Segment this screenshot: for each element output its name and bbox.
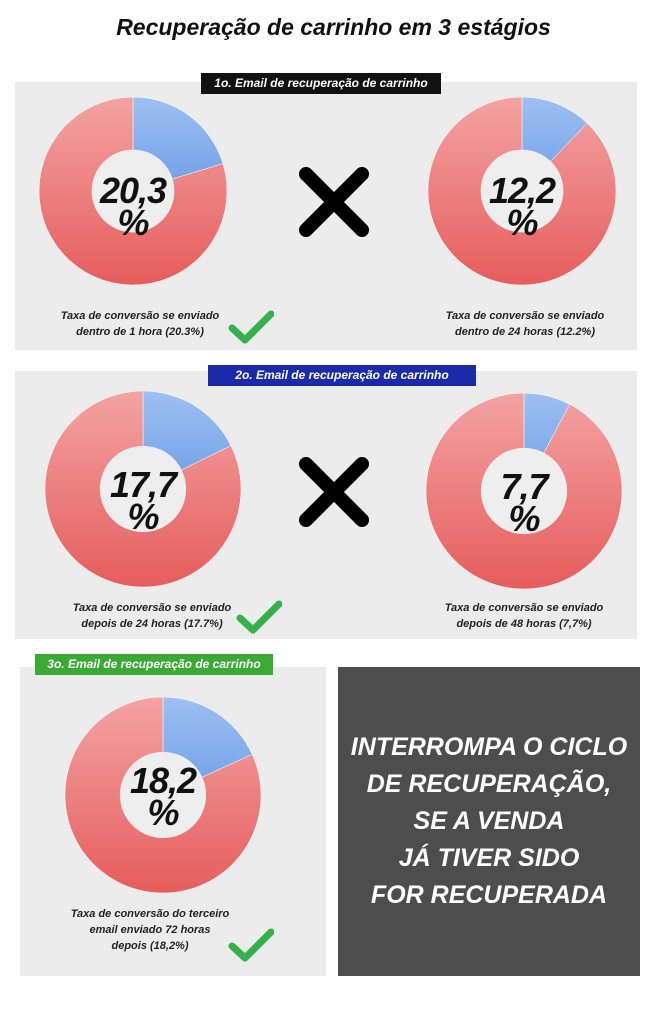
donut-1-number: 20,3 [99,170,167,211]
check-icon [228,928,274,962]
donut-5-unit: % [147,792,179,833]
donut-chart-1 [38,96,228,286]
stage-1-tag: 1o. Email de recuperação de carrinho [201,73,441,94]
donut-hole [99,445,187,533]
caption-line: email enviado 72 horas [89,924,211,936]
stop-line: SE A VENDA [413,807,565,835]
donut-chart-2 [427,96,617,286]
donut-2-number: 12,2 [488,170,556,211]
donut-5-caption: Taxa de conversão do terceiro email envi… [60,906,240,954]
caption-line: Taxa de conversão se enviado [72,602,232,614]
donut-chart-3 [44,390,242,588]
stop-line: JÁ TIVER SIDO [398,844,580,872]
donut-3-caption: Taxa de conversão se enviado depois de 2… [52,600,252,632]
versus-x-icon [299,457,369,527]
donut-2-unit: % [506,202,538,243]
donut-chart-5 [64,696,262,894]
donut-1-value: 20,3 % [83,170,183,243]
stage-3-tag: 3o. Email de recuperação de carrinho [35,654,273,675]
donut-4-number: 7,7 [500,466,548,507]
donut-3-value: 17,7 % [93,464,193,537]
page-title: Recuperação de carrinho em 3 estágios [116,14,551,40]
check-icon [236,600,282,634]
stop-recovery-box: INTERROMPA O CICLO DE RECUPERAÇÃO, SE A … [338,667,640,976]
donut-4-caption: Taxa de conversão se enviado depois de 4… [424,600,624,632]
donut-2-value: 12,2 % [472,170,572,243]
caption-line: Taxa de conversão do terceiro [70,908,230,920]
versus-x-icon [299,167,369,237]
donut-chart-4 [425,392,623,590]
caption-line: Taxa de conversão se enviado [60,310,220,322]
stop-line: DE RECUPERAÇÃO, [366,770,612,798]
donut-1-unit: % [117,202,149,243]
caption-line: Taxa de conversão se enviado [444,602,604,614]
donut-1-caption: Taxa de conversão se enviado dentro de 1… [40,308,240,340]
donut-4-value: 7,7 % [474,466,574,539]
caption-line: depois de 24 horas (17.7%) [81,618,223,630]
donut-hole [480,149,564,233]
stage-2-tag: 2o. Email de recuperação de carrinho [208,365,476,386]
caption-line: dentro de 1 hora (20.3%) [76,326,204,338]
donut-3-number: 17,7 [109,464,177,505]
caption-line: dentro de 24 horas (12.2%) [455,326,595,338]
donut-3-unit: % [127,496,159,537]
donut-5-number: 18,2 [129,760,197,801]
stop-line: INTERROMPA O CICLO [350,733,628,761]
donut-hole [91,149,175,233]
donut-2-caption: Taxa de conversão se enviado dentro de 2… [425,308,625,340]
caption-line: depois de 48 horas (7,7%) [456,618,592,630]
stop-recovery-message: INTERROMPA O CICLO DE RECUPERAÇÃO, SE A … [351,729,627,914]
caption-line: Taxa de conversão se enviado [445,310,605,322]
caption-line: depois (18,2%) [111,940,189,952]
stop-line: FOR RECUPERADA [370,881,608,909]
check-icon [228,310,274,344]
donut-4-unit: % [508,498,540,539]
donut-hole [480,447,568,535]
donut-5-value: 18,2 % [113,760,213,833]
donut-hole [119,751,207,839]
